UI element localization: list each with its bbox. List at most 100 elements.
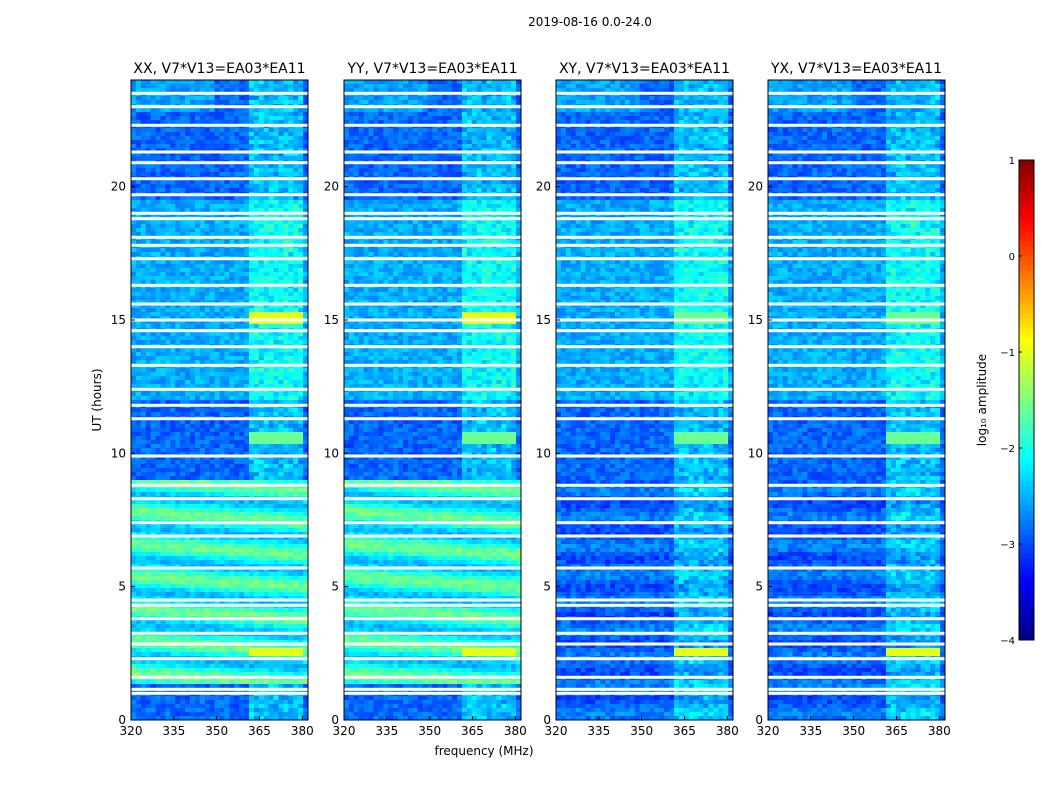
heatmap-cell xyxy=(209,300,215,305)
heatmap-cell xyxy=(239,84,245,89)
heatmap-cell xyxy=(131,424,137,429)
heatmap-cell xyxy=(199,532,206,537)
heatmap-cell xyxy=(239,504,245,509)
heatmap-cell xyxy=(303,540,308,545)
heatmap-cell xyxy=(170,532,176,537)
heatmap-cell xyxy=(239,200,245,205)
heatmap-cell xyxy=(214,612,220,617)
heatmap-image xyxy=(131,80,308,720)
heatmap-cell xyxy=(170,268,176,273)
heatmap-cell xyxy=(194,112,201,117)
heatmap-cell xyxy=(140,248,147,253)
heatmap-cell xyxy=(298,172,304,177)
heatmap-cell xyxy=(224,108,230,113)
heatmap-cell xyxy=(219,516,225,521)
heatmap-cell xyxy=(175,556,181,561)
heatmap-cell xyxy=(239,312,245,317)
heatmap-cell xyxy=(219,412,225,417)
heatmap-cell xyxy=(199,564,206,569)
heatmap-cell xyxy=(145,232,152,237)
heatmap-cell xyxy=(131,112,137,117)
heatmap-cell xyxy=(155,588,161,593)
heatmap-cell xyxy=(219,272,225,277)
heatmap-cell xyxy=(268,588,274,593)
heatmap-cell xyxy=(239,568,245,573)
heatmap-cell xyxy=(214,336,220,341)
heatmap-cell xyxy=(131,432,137,437)
heatmap-cell xyxy=(219,120,225,125)
heatmap-cell xyxy=(209,456,215,461)
heatmap-cell xyxy=(175,352,181,357)
heatmap-cell xyxy=(234,272,240,277)
heatmap-cell xyxy=(288,540,294,545)
heatmap-cell xyxy=(263,164,270,169)
heatmap-cell xyxy=(303,476,308,481)
heatmap-cell xyxy=(135,540,142,545)
heatmap-cell xyxy=(190,396,196,401)
heatmap-cell xyxy=(273,440,279,445)
heatmap-cell xyxy=(273,264,279,269)
heatmap-cell xyxy=(278,412,284,417)
heatmap-cell xyxy=(239,412,245,417)
heatmap-cell xyxy=(194,508,201,513)
heatmap-cell xyxy=(180,348,186,353)
heatmap-cell xyxy=(209,188,215,193)
heatmap-cell xyxy=(293,332,299,337)
heatmap-cell xyxy=(175,456,181,461)
heatmap-cell xyxy=(283,360,289,365)
heatmap-cell xyxy=(140,356,147,361)
heatmap-cell xyxy=(253,116,260,121)
heatmap-cell xyxy=(278,540,284,545)
heatmap-cell xyxy=(160,308,166,313)
heatmap-cell xyxy=(214,136,220,141)
heatmap-cell xyxy=(199,108,206,113)
heatmap-cell xyxy=(185,88,191,93)
heatmap-cell xyxy=(155,488,161,493)
heatmap-cell xyxy=(253,576,260,581)
heatmap-cell xyxy=(234,480,240,485)
heatmap-cell xyxy=(145,308,152,313)
heatmap-cell xyxy=(253,276,260,281)
heatmap-cell xyxy=(234,444,240,449)
heatmap-cell xyxy=(155,628,161,633)
heatmap-cell xyxy=(209,156,215,161)
heatmap-cell xyxy=(303,360,308,365)
heatmap-cell xyxy=(131,120,137,125)
heatmap-cell xyxy=(263,460,270,465)
heatmap-cell xyxy=(145,580,152,585)
heatmap-cell xyxy=(293,608,299,613)
heatmap-cell xyxy=(273,628,279,633)
heatmap-cell xyxy=(263,392,270,397)
heatmap-cell xyxy=(140,288,147,293)
heatmap-cell xyxy=(283,280,289,285)
heatmap-cell xyxy=(244,340,250,345)
heatmap-cell xyxy=(214,260,220,265)
heatmap-cell xyxy=(190,272,196,277)
heatmap-cell xyxy=(204,572,211,577)
heatmap-cell xyxy=(283,376,289,381)
heatmap-cell xyxy=(303,88,308,93)
heatmap-cell xyxy=(209,420,215,425)
heatmap-cell xyxy=(298,544,304,549)
heatmap-cell xyxy=(244,568,250,573)
heatmap-cell xyxy=(229,372,235,377)
heatmap-cell xyxy=(150,188,156,193)
heatmap-cell xyxy=(239,204,245,209)
heatmap-cell xyxy=(155,128,161,133)
heatmap-cell xyxy=(160,336,166,341)
heatmap-cell xyxy=(204,568,211,573)
heatmap-cell xyxy=(175,164,181,169)
heatmap-cell xyxy=(199,152,206,157)
heatmap-cell xyxy=(258,560,265,565)
heatmap-cell xyxy=(194,492,201,497)
heatmap-cell xyxy=(293,336,299,341)
heatmap-cell xyxy=(180,312,186,317)
heatmap-cell xyxy=(180,264,186,269)
heatmap-cell xyxy=(244,164,250,169)
heatmap-cell xyxy=(194,420,201,425)
heatmap-cell xyxy=(224,548,230,553)
heatmap-cell xyxy=(219,156,225,161)
heatmap-cell xyxy=(214,156,220,161)
heatmap-cell xyxy=(229,148,235,153)
heatmap-cell xyxy=(180,140,186,145)
